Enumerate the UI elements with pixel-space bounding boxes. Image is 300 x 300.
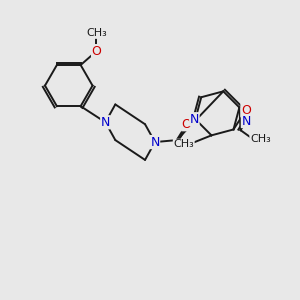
Text: CH₃: CH₃: [250, 134, 271, 144]
Text: O: O: [182, 118, 192, 131]
Text: O: O: [241, 104, 251, 117]
Text: N: N: [150, 136, 160, 148]
Text: N: N: [190, 113, 199, 126]
Text: N: N: [242, 115, 251, 128]
Text: CH₃: CH₃: [173, 139, 194, 149]
Text: N: N: [101, 116, 110, 129]
Text: O: O: [92, 45, 101, 58]
Text: CH₃: CH₃: [86, 28, 107, 38]
